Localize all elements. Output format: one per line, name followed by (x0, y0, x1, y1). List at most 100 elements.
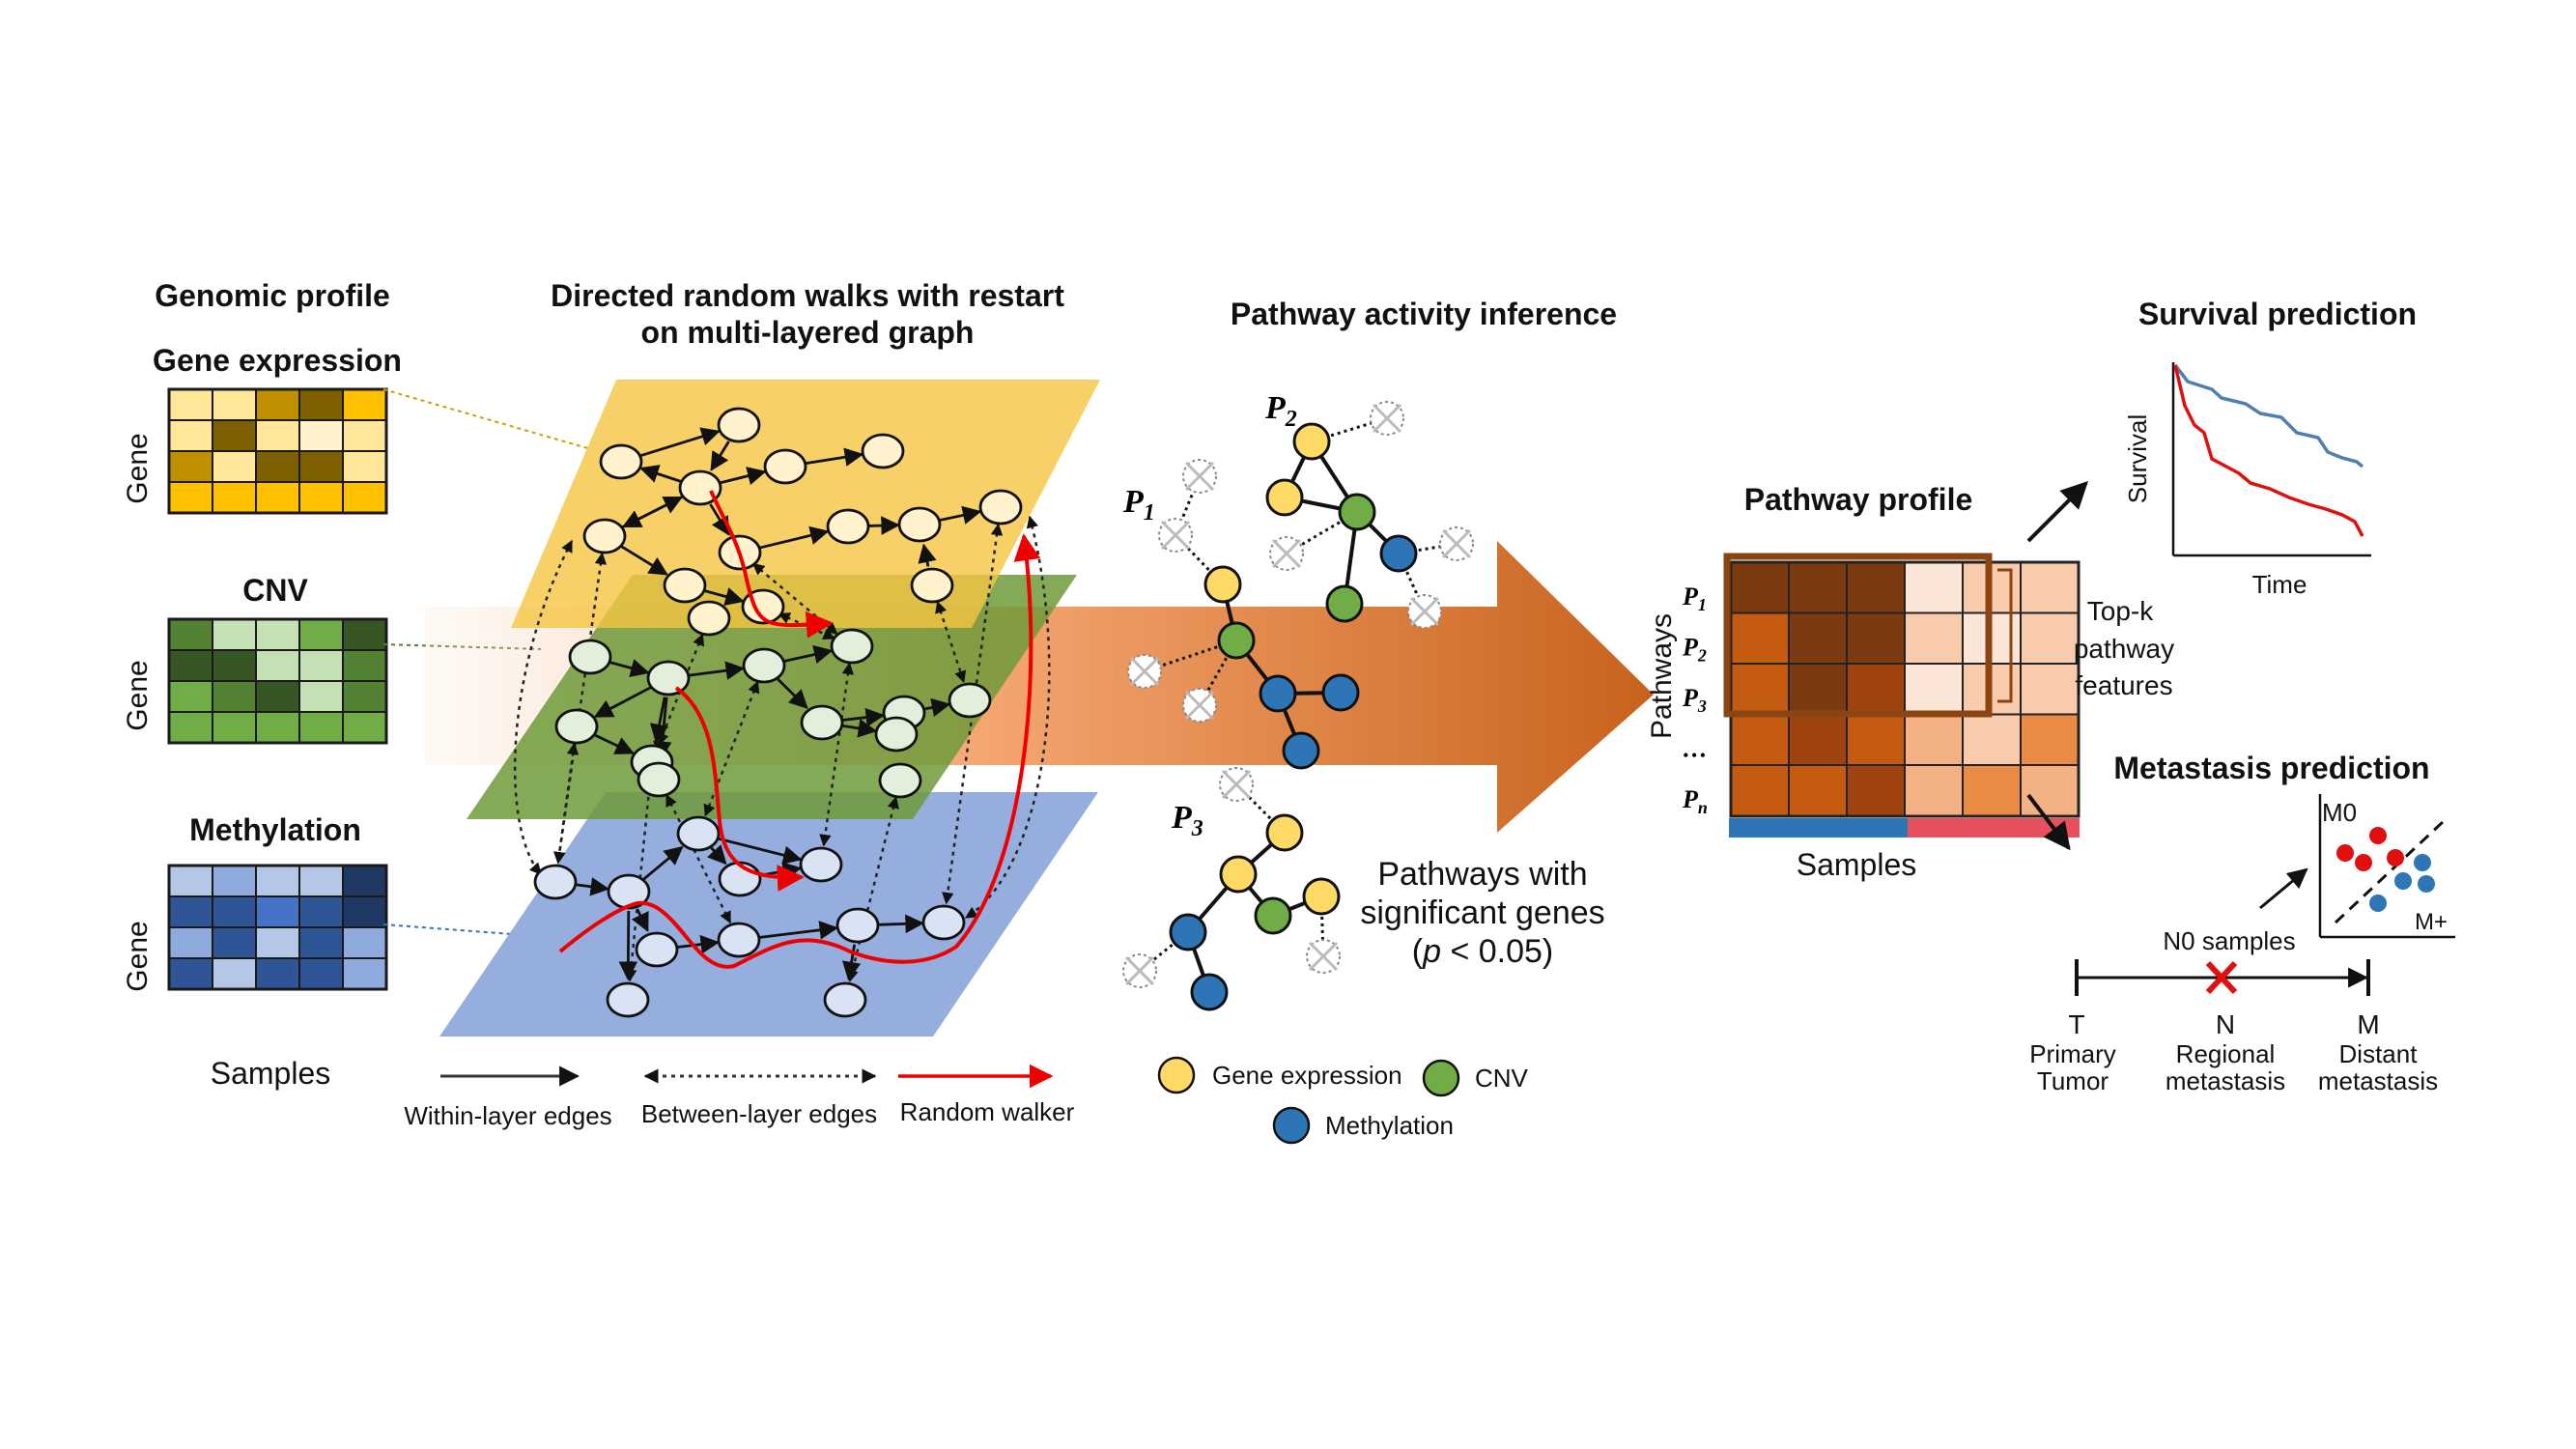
graph-node (637, 761, 681, 798)
pathway-profile-cell (2020, 561, 2080, 614)
cnv-cell (342, 649, 387, 682)
pathway-profile-cell (1730, 611, 1790, 665)
graph-node (742, 647, 786, 684)
cnv-layer-plane (467, 575, 1077, 819)
graph-node (717, 407, 761, 443)
cnv-cell (255, 649, 300, 682)
pathway-profile-cell (1962, 764, 2022, 817)
graph-node (799, 846, 843, 883)
samples-label-genomic: Samples (211, 1056, 331, 1091)
graph-node (897, 506, 942, 543)
pathway-profile-cell (1904, 561, 1964, 614)
top-k-bracket (1997, 568, 2013, 703)
within-layer-edge (804, 447, 864, 467)
methylation-cell (212, 926, 257, 959)
expression-cell (168, 481, 213, 514)
graph-node (835, 907, 880, 944)
between-layer-edge (846, 796, 899, 982)
expression-cell (212, 419, 257, 452)
pathway-profile-cell (2020, 713, 2080, 766)
removed-gene-cross (1184, 461, 1215, 492)
pathway-gene-node (1203, 565, 1242, 604)
n0-to-plot-arrow (2259, 867, 2308, 910)
pathway-gene-node (1265, 478, 1304, 517)
pathway-row-symbol: … (1683, 735, 1708, 763)
removed-gene-cross (1129, 656, 1160, 687)
expression-cell (168, 450, 213, 483)
profile-to-survival-arrow (2026, 481, 2088, 543)
expression-cell (342, 481, 387, 514)
within-layer-edge (621, 496, 684, 529)
cnv-cell (168, 618, 213, 651)
within-layer-edge (608, 659, 650, 678)
pathway-profile-heatmap (1729, 560, 2081, 818)
cnv-cell (168, 711, 213, 744)
methylation-cell (298, 957, 344, 990)
pathway-p3-label: P3 (1171, 800, 1203, 841)
between-layer-edge-curve (513, 539, 574, 875)
pathway-profile-cell (1904, 764, 1964, 817)
cnv-cell (255, 680, 300, 713)
mplus-sample-dot (2418, 875, 2435, 893)
random-walker-path (709, 490, 834, 639)
survival-y-label: Survival (2123, 414, 2152, 503)
pathway-row-label: P1 (1682, 582, 1707, 614)
cnv-cell (168, 680, 213, 713)
methylation-cell (298, 895, 344, 928)
removed-gene-cross (1271, 538, 1302, 569)
graph-node (676, 815, 721, 852)
within-layer-edge (638, 427, 721, 458)
pathway-row-label: P3 (1682, 684, 1707, 716)
pathway-profile-cell (2020, 611, 2080, 665)
random-walker-path (674, 686, 805, 892)
gene-axis-label-cnv: Gene (122, 660, 154, 730)
pathway-profile-cell (1788, 663, 1848, 716)
pathway-gene-node (1338, 493, 1376, 531)
methylation-cell (298, 865, 344, 897)
pathway-gene-node (1254, 896, 1292, 935)
survival-curve-low (2173, 364, 2364, 537)
pathway-row-subscript: 1 (1698, 595, 1707, 614)
top-k-highlight-box (1723, 553, 1993, 718)
mplus-sample-dot (2414, 854, 2431, 871)
methylation-cell (342, 957, 387, 990)
within-layer-edge (631, 908, 649, 932)
cnv-cell (298, 711, 344, 744)
pathway-row-subscript: 2 (1697, 646, 1707, 666)
within-layer-edge (620, 545, 668, 576)
pathway-profile-cell (1730, 561, 1790, 614)
cnv-label: CNV (242, 573, 308, 608)
methylation-cell (212, 957, 257, 990)
pathway-row-symbol: P (1682, 634, 1699, 662)
removed-gene-cross (1221, 769, 1252, 800)
expression-border (167, 387, 388, 515)
stage-letter: T (2068, 1009, 2084, 1039)
pathway-profile-cell (1962, 713, 2022, 766)
m0-label: M0 (2322, 798, 2357, 827)
n0-samples-label: N0 samples (2163, 926, 2295, 955)
graph-node (718, 861, 762, 897)
gene-expression-heatmap (167, 387, 388, 515)
expression-cell (255, 419, 300, 452)
removed-gene-cross (1124, 955, 1155, 986)
methylation-border (167, 864, 388, 991)
pathway-profile-cell (1846, 713, 1906, 766)
within-layer-edge (593, 686, 652, 718)
metastasis-title: Metastasis prediction (2113, 751, 2429, 785)
methylation-cell (168, 865, 213, 897)
between-layer-edge (703, 680, 760, 817)
pathway-row-label: P2 (1682, 634, 1707, 666)
within-layer-edge (758, 526, 830, 550)
cnv-cell (298, 618, 344, 651)
between-layer-edge-curve (964, 515, 1051, 920)
expression-cell (342, 450, 387, 483)
within-layer-edge (574, 877, 610, 896)
methylation-cell (212, 895, 257, 928)
graph-node (910, 567, 954, 604)
cnv-cell (298, 680, 344, 713)
pathway-profile-cell (1788, 764, 1848, 817)
graph-node (763, 448, 807, 485)
within-layer-edge (639, 465, 683, 484)
